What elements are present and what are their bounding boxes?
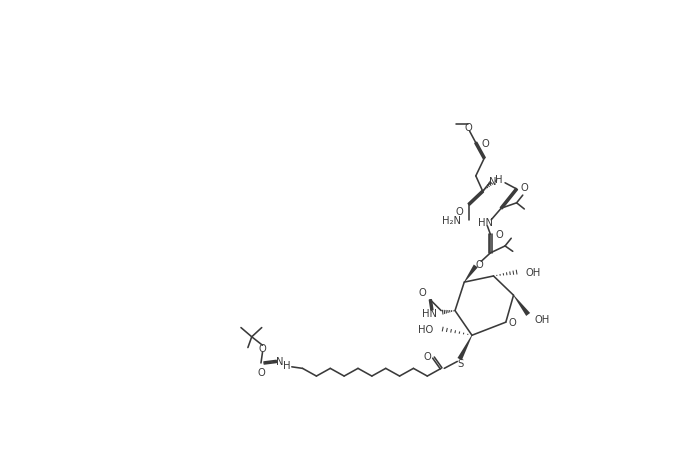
Text: O: O	[481, 139, 489, 148]
Text: HN: HN	[477, 218, 492, 228]
Text: O: O	[520, 183, 528, 193]
Text: HO: HO	[418, 325, 434, 334]
Text: O: O	[476, 259, 484, 269]
Polygon shape	[458, 336, 472, 360]
Text: O: O	[496, 230, 503, 240]
Polygon shape	[464, 265, 478, 283]
Text: O: O	[257, 367, 265, 377]
Text: O: O	[424, 351, 431, 361]
Polygon shape	[514, 296, 530, 316]
Text: S: S	[457, 358, 464, 368]
Text: O: O	[509, 318, 517, 327]
Text: O: O	[456, 206, 464, 216]
Text: OH: OH	[526, 268, 541, 278]
Text: H₂N: H₂N	[442, 215, 461, 225]
Text: O: O	[258, 343, 267, 353]
Text: N: N	[276, 357, 283, 367]
Text: OH: OH	[534, 314, 550, 325]
Text: H: H	[495, 174, 503, 185]
Text: O: O	[464, 122, 472, 132]
Text: H: H	[284, 360, 291, 369]
Text: N: N	[489, 177, 496, 187]
Text: O: O	[418, 287, 426, 297]
Text: HN: HN	[422, 308, 437, 318]
